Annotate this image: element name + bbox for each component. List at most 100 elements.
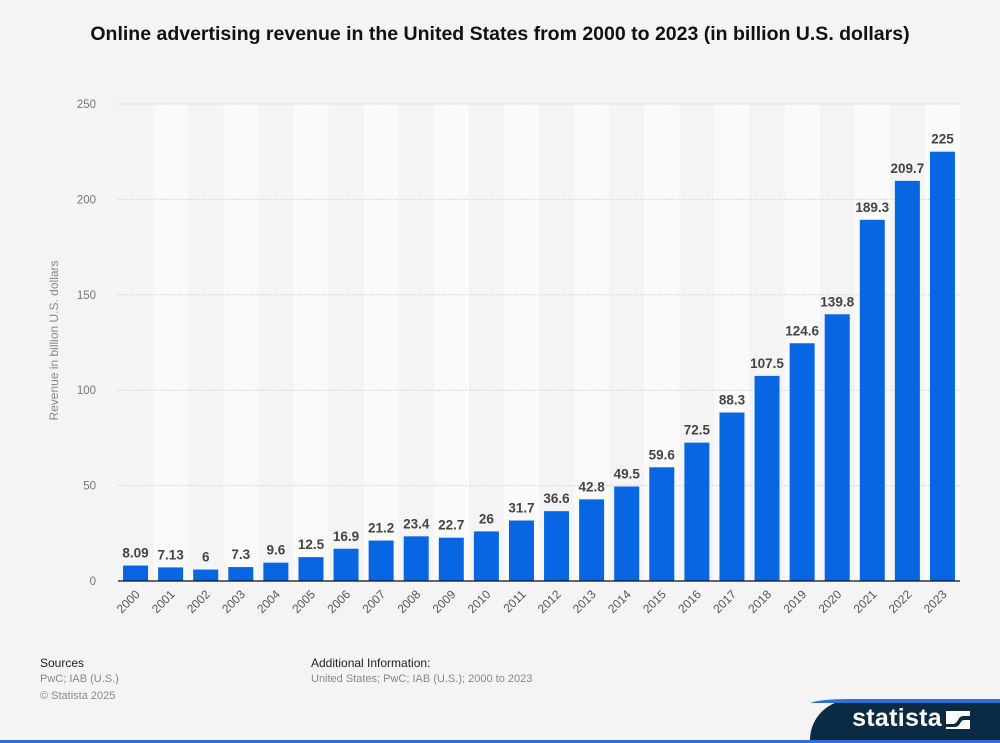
bar-2010[interactable]: [473, 531, 499, 581]
bar-value-label: 23.4: [403, 516, 430, 531]
bar-value-label: 6: [202, 550, 210, 565]
x-tick-label: 2005: [289, 587, 318, 616]
bar-value-label: 189.3: [855, 200, 889, 215]
bar-value-label: 7.3: [231, 547, 250, 562]
y-tick-label: 150: [77, 290, 96, 302]
bar-value-label: 9.6: [266, 543, 285, 558]
x-tick-label: 2009: [430, 587, 459, 616]
bar-2003[interactable]: [228, 567, 254, 581]
bar-value-label: 59.6: [649, 447, 676, 462]
y-tick-label: 50: [83, 481, 96, 493]
copyright-text: © Statista 2025: [40, 690, 116, 702]
column-stripe: [363, 104, 399, 581]
x-tick-label: 2020: [816, 587, 845, 616]
bar-value-label: 7.13: [157, 547, 184, 562]
bar-2019[interactable]: [789, 343, 815, 581]
bar-2020[interactable]: [824, 314, 850, 581]
bar-value-label: 8.09: [122, 546, 148, 561]
x-tick-label: 2003: [219, 587, 248, 616]
bar-2004[interactable]: [263, 562, 289, 581]
bar-value-label: 31.7: [508, 501, 534, 516]
statista-logo-text: statista: [852, 704, 942, 732]
column-stripe: [153, 104, 189, 581]
bar-2005[interactable]: [298, 557, 324, 581]
bar-value-label: 22.7: [438, 518, 464, 533]
x-axis-ticks: 2000 2001 2002 2003 2004 2005 2006 2007 2008 2009…: [114, 587, 950, 616]
x-tick-label: 2006: [324, 587, 353, 616]
y-axis-ticks: 0 50 100 150 200 250: [77, 99, 96, 588]
bar-value-label: 21.2: [368, 521, 394, 536]
x-tick-label: 2018: [745, 587, 774, 616]
bar-value-label: 36.6: [543, 491, 570, 506]
bar-2012[interactable]: [544, 511, 570, 581]
y-tick-label: 200: [77, 194, 96, 206]
x-tick-label: 2022: [886, 587, 915, 616]
bottom-accent-bar: [0, 740, 1000, 743]
bar-2007[interactable]: [368, 540, 394, 581]
x-tick-label: 2010: [465, 587, 494, 616]
column-stripe: [223, 104, 259, 581]
additional-info-text: United States; PwC; IAB (U.S.); 2000 to …: [311, 673, 533, 685]
bar-value-label: 42.8: [578, 479, 605, 494]
bar-value-label: 49.5: [614, 467, 641, 482]
bar-2002[interactable]: [193, 569, 219, 581]
bars: [123, 151, 955, 581]
x-tick-label: 2017: [710, 587, 739, 616]
y-tick-label: 0: [90, 576, 96, 588]
x-tick-label: 2023: [921, 587, 950, 616]
bar-2022[interactable]: [894, 180, 920, 581]
bar-value-label: 209.7: [890, 161, 924, 176]
x-tick-label: 2013: [570, 587, 599, 616]
x-tick-label: 2007: [359, 587, 388, 616]
bar-2017[interactable]: [719, 412, 745, 581]
bar-chart: 0 50 100 150 200 250 8.09 7.13 6 7.3 9.6 12.5 16.9 2…: [47, 99, 960, 616]
bar-2011[interactable]: [508, 520, 534, 581]
y-axis-label: Revenue in billion U.S. dollars: [47, 260, 61, 420]
x-tick-label: 2015: [640, 587, 669, 616]
bar-2001[interactable]: [158, 567, 184, 581]
x-tick-label: 2000: [114, 587, 143, 616]
bar-value-label: 225: [931, 132, 954, 147]
bar-value-labels: 8.09 7.13 6 7.3 9.6 12.5 16.9 21.2 23.4 22.7 26 31.…: [122, 132, 954, 565]
bar-value-label: 88.3: [719, 393, 746, 408]
column-stripe: [503, 104, 539, 581]
x-tick-label: 2004: [254, 587, 283, 616]
x-tick-label: 2016: [675, 587, 704, 616]
bar-value-label: 124.6: [785, 323, 819, 338]
x-tick-label: 2011: [500, 587, 528, 615]
bar-2008[interactable]: [403, 536, 429, 581]
y-tick-label: 250: [77, 99, 96, 111]
bar-2009[interactable]: [438, 537, 464, 581]
x-tick-label: 2021: [851, 587, 880, 616]
bar-2000[interactable]: [123, 565, 149, 581]
column-stripe: [293, 104, 329, 581]
bar-2016[interactable]: [684, 442, 710, 581]
x-tick-label: 2014: [605, 587, 634, 616]
column-stripe: [433, 104, 469, 581]
logo-wave-accent: [810, 699, 1000, 703]
bar-value-label: 26: [479, 511, 495, 526]
y-tick-label: 100: [77, 385, 96, 397]
bar-2013[interactable]: [579, 499, 605, 581]
additional-info-label: Additional Information:: [311, 656, 431, 670]
sources-text[interactable]: PwC; IAB (U.S.): [40, 673, 119, 685]
bar-value-label: 72.5: [684, 423, 711, 438]
statista-logo-icon: [946, 711, 970, 729]
x-tick-label: 2002: [184, 587, 213, 616]
bar-2023[interactable]: [929, 151, 955, 581]
bar-value-label: 12.5: [298, 537, 325, 552]
bar-2018[interactable]: [754, 375, 780, 581]
bar-value-label: 16.9: [333, 529, 359, 544]
bar-2021[interactable]: [859, 219, 885, 581]
chart-title: Online advertising revenue in the United…: [90, 23, 910, 45]
bar-value-label: 139.8: [820, 294, 854, 309]
x-tick-label: 2001: [149, 587, 178, 616]
x-tick-label: 2019: [780, 587, 809, 616]
bar-2006[interactable]: [333, 548, 359, 581]
x-tick-label: 2008: [395, 587, 424, 616]
x-tick-label: 2012: [535, 587, 564, 616]
bar-2015[interactable]: [649, 467, 675, 581]
bar-2014[interactable]: [614, 486, 640, 581]
sources-label: Sources: [40, 656, 85, 670]
bar-value-label: 107.5: [750, 356, 784, 371]
